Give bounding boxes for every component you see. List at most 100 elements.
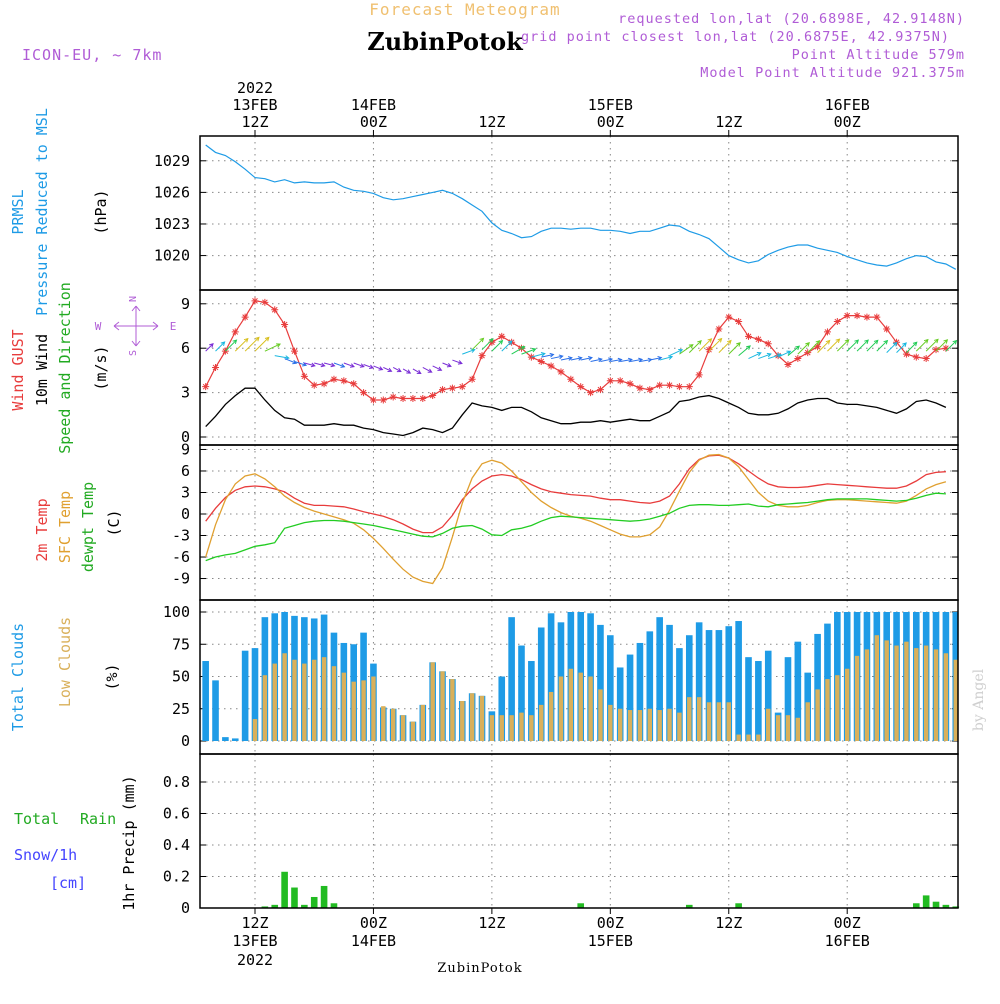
total-cloud-bar	[212, 680, 219, 741]
wind-arrow	[343, 362, 355, 368]
wind-arrow	[521, 347, 537, 355]
gust-marker	[300, 372, 308, 380]
y-tick-label: 0	[181, 505, 190, 523]
wind-arrow	[225, 339, 238, 352]
low-cloud-bar	[687, 697, 692, 741]
wind-arrow	[402, 368, 412, 374]
wind-arrow	[777, 350, 792, 358]
low-cloud-bar	[746, 734, 751, 741]
gust-marker	[656, 381, 664, 389]
wind-arrow	[758, 352, 772, 360]
total-cloud-bar	[745, 657, 752, 741]
panel-5-grid	[200, 754, 958, 909]
wind-arrow	[550, 354, 564, 360]
y-tick-label: 3	[181, 483, 190, 501]
low-cloud-bar	[430, 662, 435, 741]
bottom-axis-year: 2022	[237, 951, 273, 969]
low-cloud-bar	[864, 649, 870, 741]
gust-line	[205, 300, 946, 401]
gust-marker	[369, 396, 377, 404]
credit-watermark: by Angel	[971, 668, 987, 731]
low-cloud-bar	[805, 702, 810, 741]
top-axis-date: 15FEB	[588, 96, 633, 114]
low-cloud-bar	[904, 641, 909, 741]
wind-arrow	[442, 362, 452, 368]
wind-arrow	[284, 358, 298, 365]
y-tick-label: 0.4	[163, 836, 190, 854]
low-cloud-bar	[460, 701, 465, 741]
wind-arrow	[728, 342, 741, 355]
wind-arrow	[452, 359, 463, 365]
low-cloud-bar	[420, 704, 425, 741]
precip-bar	[735, 903, 742, 908]
low-cloud-bar	[825, 679, 830, 741]
gust-marker	[695, 371, 703, 379]
y-tick-label: 0.8	[163, 773, 190, 791]
gust-marker	[448, 384, 456, 392]
low-cloud-bar	[302, 663, 307, 741]
wind-arrow	[234, 337, 249, 352]
wind-arrow	[383, 366, 393, 373]
low-cloud-bar	[627, 710, 633, 741]
low-cloud-bar	[282, 653, 287, 741]
gust-marker	[478, 352, 486, 360]
gust-marker	[261, 298, 269, 306]
low-cloud-bar	[647, 708, 652, 741]
y-tick-label: 0	[181, 732, 190, 750]
low-cloud-bar	[785, 715, 791, 741]
wind-arrow	[718, 339, 732, 353]
low-cloud-bar	[381, 706, 386, 741]
wind-arrow	[935, 339, 949, 352]
precip-cm-label: [cm]	[50, 874, 86, 892]
top-axis-hour: 12Z	[478, 113, 505, 131]
wind-arrow	[915, 338, 929, 352]
total-cloud-bar	[508, 617, 515, 741]
low-cloud-bar	[479, 695, 485, 741]
wind-arrow	[945, 339, 958, 352]
low-cloud-bar	[716, 702, 722, 741]
wind-arrow	[797, 342, 810, 355]
wind-arrow	[886, 341, 898, 353]
total-cloud-bar	[547, 613, 555, 741]
wind-unit: (m/s)	[92, 345, 110, 390]
gust-marker	[320, 380, 328, 388]
low-cloud-bar	[469, 693, 475, 741]
bottom-axis-hour: 00Z	[834, 914, 861, 932]
gust-marker	[705, 346, 713, 354]
wind-arrow	[541, 352, 555, 358]
gust-marker	[498, 332, 506, 340]
bottom-axis-date: 13FEB	[232, 932, 277, 950]
low-cloud-bar	[854, 655, 860, 741]
total-cloud-bar	[715, 630, 723, 741]
gust-marker	[547, 362, 555, 370]
precip-bar	[932, 901, 940, 908]
low-cloud-bar	[390, 708, 396, 741]
total-cloud-bar	[626, 654, 634, 741]
total-cloud-bar	[528, 661, 535, 741]
gust-marker	[251, 297, 259, 305]
wind-arrow	[590, 357, 603, 363]
total-cloud-bar	[518, 645, 525, 741]
temp-sfc-line	[205, 453, 947, 585]
gust-marker	[636, 384, 644, 392]
total-cloud-bar	[695, 622, 703, 741]
total-cloud-bar	[607, 635, 614, 741]
low-cloud-bar	[440, 671, 445, 741]
top-axis-date: 16FEB	[825, 96, 870, 114]
gust-marker	[626, 380, 634, 388]
gust-marker	[468, 375, 476, 383]
wind-arrow	[205, 343, 214, 352]
low-cloud-bar	[756, 734, 761, 741]
wind-arrow	[846, 339, 860, 352]
precip-bar	[685, 904, 693, 908]
total-cloud-bar	[498, 676, 506, 741]
compass-e: E	[170, 320, 177, 333]
y-tick-label: 100	[163, 603, 190, 621]
precip-bar	[320, 885, 328, 908]
low-cloud-bar	[677, 712, 682, 741]
gust-marker	[666, 381, 674, 389]
y-tick-label: 0	[181, 899, 190, 917]
wind-arrow	[659, 355, 674, 361]
low-cloud-bar	[262, 675, 268, 741]
low-cloud-bar	[410, 721, 416, 741]
